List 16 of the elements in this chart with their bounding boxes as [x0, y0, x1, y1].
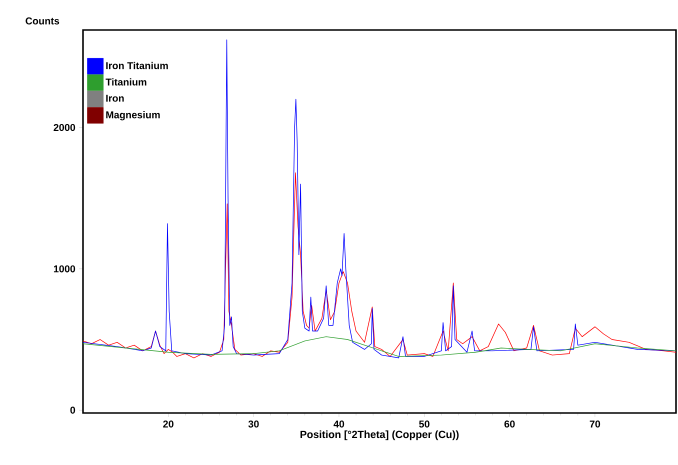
- x-tick-label: 30: [248, 420, 259, 428]
- y-tick-label: 1000: [54, 265, 76, 272]
- x-tick-label: 50: [419, 420, 430, 428]
- x-axis-title: Position [°2Theta] (Copper (Cu)): [300, 430, 459, 440]
- y-tick-label: 2000: [54, 124, 76, 132]
- x-tick-label: 40: [334, 420, 344, 428]
- legend-label: Titanium: [106, 78, 146, 86]
- y-tick-label: 0: [70, 406, 76, 414]
- x-tick-label: 20: [163, 420, 174, 428]
- legend-label: Iron Titanium: [106, 62, 168, 70]
- line-series: [83, 172, 676, 358]
- legend-label: Iron: [106, 94, 124, 102]
- x-tick-label: 60: [504, 420, 515, 428]
- y-axis-title: Counts: [26, 17, 60, 24]
- x-tick-label: 70: [590, 420, 600, 428]
- legend-label: Magnesium: [106, 111, 160, 120]
